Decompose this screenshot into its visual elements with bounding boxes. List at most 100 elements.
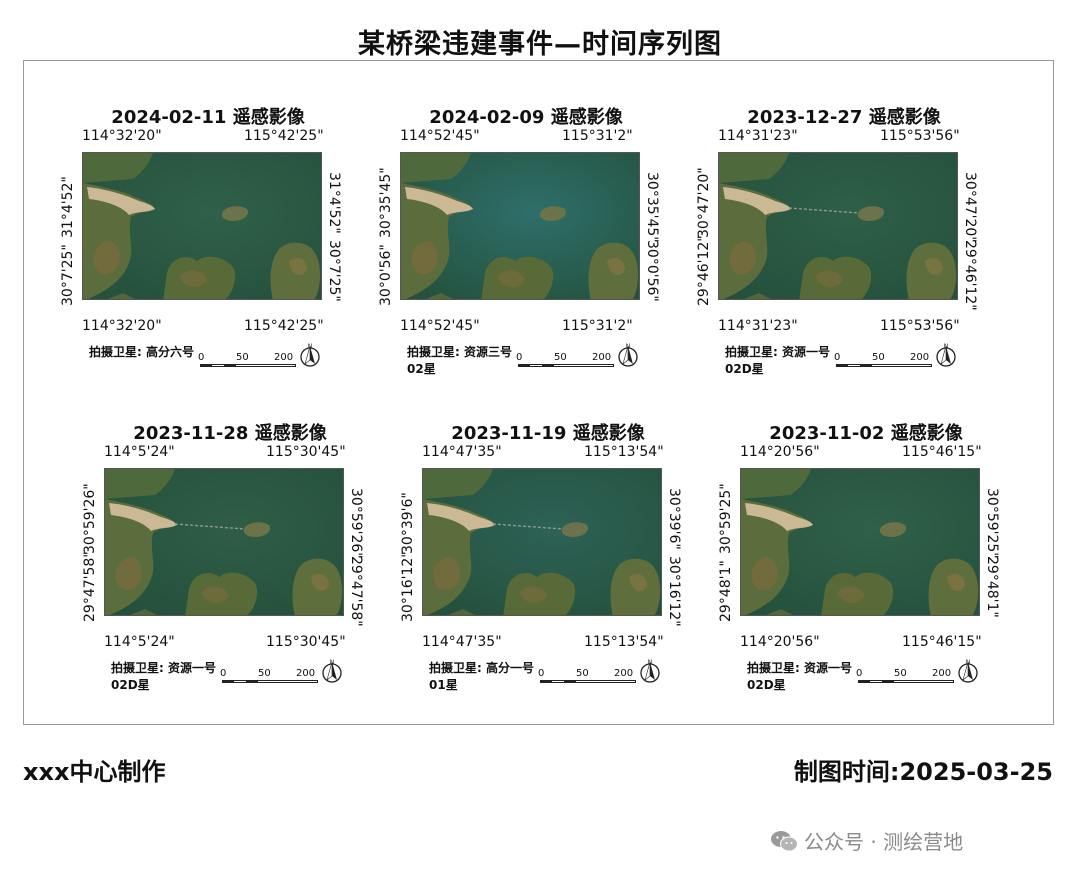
scale-segment (882, 680, 894, 683)
scale-line (518, 364, 614, 367)
lat-label-left-top: 30°35'45" (378, 167, 394, 238)
svg-text:N: N (330, 659, 335, 666)
lat-label-right-bottom: 29°46'12" (962, 240, 978, 311)
scale-segment (836, 364, 848, 367)
north-arrow-icon: N (936, 343, 956, 367)
satellite-image-frame (104, 468, 344, 616)
lon-label-bottom-left: 114°32'20" (82, 318, 162, 334)
panel-title: 2023-11-28 遥感影像 (133, 423, 327, 444)
map-panel: 2023-11-28 遥感影像 114°5'24" 115°30'45" 30°… (80, 376, 380, 692)
scale-bar: 0 50 200 (516, 352, 616, 372)
scale-tick-label: 0 (198, 352, 205, 363)
satellite-image-frame (718, 152, 958, 300)
scale-tick-label: 200 (910, 352, 930, 363)
satellite-caption: 拍摄卫星: 资源一号02D星 (747, 660, 857, 694)
scale-tick-label: 0 (516, 352, 523, 363)
lat-label-left-bottom: 29°48'1" (718, 560, 734, 622)
lat-label-left-bottom: 30°7'25" (60, 244, 76, 306)
lon-label-bottom-left: 114°47'35" (422, 634, 502, 650)
lon-label-bottom-right: 115°31'2" (562, 318, 633, 334)
satellite-name: 高分一号01星 (429, 661, 535, 692)
satellite-name: 资源一号02D星 (111, 661, 217, 692)
lon-label-top-left: 114°31'23" (718, 128, 798, 144)
satellite-image (105, 469, 343, 615)
svg-text:N: N (308, 343, 313, 350)
satellite-caption: 拍摄卫星: 高分一号01星 (429, 660, 539, 694)
satellite-image-frame (82, 152, 322, 300)
map-panel: 2024-02-11 遥感影像 114°32'20" 115°42'25" 31… (58, 60, 358, 367)
scale-line (836, 364, 932, 367)
satellite-image (401, 153, 639, 299)
north-arrow-icon: N (640, 659, 660, 683)
scale-segment (540, 680, 552, 683)
lon-label-top-left: 114°47'35" (422, 444, 502, 460)
lon-label-top-right: 115°42'25" (244, 128, 324, 144)
satellite-caption-label: 拍摄卫星: (407, 345, 460, 359)
panel-title: 2023-11-19 遥感影像 (451, 423, 645, 444)
satellite-name: 资源三号02星 (407, 345, 513, 376)
panel-title: 2024-02-11 遥感影像 (111, 107, 305, 128)
scale-bar: 0 50 200 (220, 668, 320, 688)
lat-label-right-bottom: 29°47'58" (348, 556, 364, 627)
lon-label-bottom-left: 114°20'56" (740, 634, 820, 650)
satellite-image-frame (740, 468, 980, 616)
scale-tick-label: 50 (872, 352, 885, 363)
satellite-caption: 拍摄卫星: 高分六号 (89, 344, 199, 361)
lat-label-right-bottom: 30°16'12" (666, 556, 682, 627)
scale-segment (246, 680, 258, 683)
scale-bar: 0 50 200 (538, 668, 638, 688)
lat-label-right-top: 30°39'6" (666, 488, 682, 550)
satellite-name: 资源一号02D星 (747, 661, 853, 692)
satellite-caption: 拍摄卫星: 资源一号02D星 (111, 660, 221, 694)
satellite-caption-label: 拍摄卫星: (747, 661, 800, 675)
satellite-caption-label: 拍摄卫星: (725, 345, 778, 359)
lat-label-left-top: 30°59'25" (718, 483, 734, 554)
lat-label-right-bottom: 29°48'1" (984, 556, 1000, 618)
wechat-icon (771, 830, 798, 851)
lon-label-bottom-left: 114°5'24" (104, 634, 175, 650)
north-arrow-icon: N (300, 343, 320, 367)
lat-label-left-top: 31°4'52" (60, 176, 76, 238)
lon-label-bottom-right: 115°13'54" (584, 634, 664, 650)
satellite-caption: 拍摄卫星: 资源三号02星 (407, 344, 517, 378)
scale-segment (564, 680, 576, 683)
lat-label-left-bottom: 30°0'56" (378, 244, 394, 306)
lon-label-bottom-right: 115°42'25" (244, 318, 324, 334)
lat-label-right-top: 31°4'52" (326, 172, 342, 234)
scale-tick-label: 0 (538, 668, 545, 679)
scale-segment (224, 364, 236, 367)
watermark-text: 公众号 · 测绘营地 (804, 830, 964, 854)
scale-bar: 0 50 200 (856, 668, 956, 688)
scale-line (540, 680, 636, 683)
scale-tick-label: 0 (834, 352, 841, 363)
lon-label-top-left: 114°20'56" (740, 444, 820, 460)
panel-title: 2023-12-27 遥感影像 (747, 107, 941, 128)
lat-label-right-bottom: 30°7'25" (326, 240, 342, 302)
scale-tick-label: 50 (258, 668, 271, 679)
lon-label-top-right: 115°30'45" (266, 444, 346, 460)
scale-segment (858, 680, 870, 683)
scale-bar: 0 50 200 (198, 352, 298, 372)
lon-label-bottom-left: 114°52'45" (400, 318, 480, 334)
map-frame (23, 60, 1054, 725)
lat-label-right-top: 30°59'26" (348, 488, 364, 559)
scale-segment (222, 680, 234, 683)
scale-tick-label: 50 (554, 352, 567, 363)
watermark: 公众号 · 测绘营地 (770, 826, 963, 855)
lat-label-left-bottom: 29°47'58" (82, 551, 98, 622)
lon-label-bottom-right: 115°53'56" (880, 318, 960, 334)
satellite-caption: 拍摄卫星: 资源一号02D星 (725, 344, 835, 378)
lat-label-left-top: 30°47'20" (696, 167, 712, 238)
page-title: 某桥梁违建事件—时间序列图 (358, 29, 722, 60)
svg-text:N: N (944, 343, 949, 350)
scale-segment (518, 364, 530, 367)
map-panel: 2023-11-19 遥感影像 114°47'35" 115°13'54" 30… (398, 376, 698, 692)
lon-label-bottom-right: 115°46'15" (902, 634, 982, 650)
lon-label-top-left: 114°32'20" (82, 128, 162, 144)
scale-tick-label: 200 (274, 352, 294, 363)
lat-label-right-top: 30°59'25" (984, 488, 1000, 559)
scale-segment (200, 364, 212, 367)
svg-text:N: N (626, 343, 631, 350)
satellite-caption-label: 拍摄卫星: (429, 661, 482, 675)
scale-tick-label: 200 (932, 668, 952, 679)
